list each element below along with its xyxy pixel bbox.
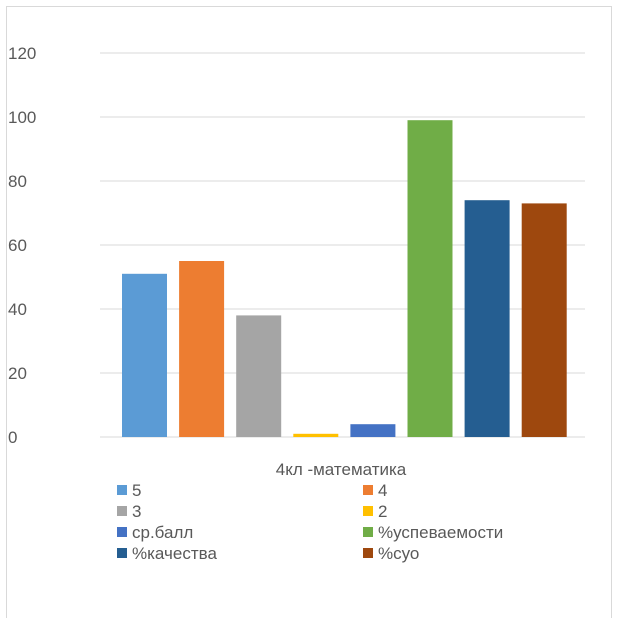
bar-5 bbox=[350, 424, 396, 437]
legend-item: %успеваемости bbox=[363, 523, 503, 542]
legend-item: 2 bbox=[363, 502, 387, 521]
legend: 5 4 3 2 ср.балл %успеваемости %качества %суо bbox=[117, 481, 503, 563]
legend-swatch bbox=[363, 548, 373, 558]
legend-item: 5 bbox=[117, 481, 141, 500]
legend-item: %суо bbox=[363, 544, 419, 563]
y-tick-label: 100 bbox=[8, 108, 36, 127]
gridlines bbox=[100, 52, 585, 438]
y-tick-label: 120 bbox=[8, 44, 36, 63]
bar-7 bbox=[464, 200, 510, 437]
chart-area bbox=[6, 6, 612, 618]
y-axis-ticks: 0 20 40 60 80 100 120 bbox=[8, 44, 36, 447]
legend-swatch bbox=[117, 548, 127, 558]
legend-item: %качества bbox=[117, 544, 217, 563]
legend-label: 2 bbox=[378, 502, 387, 521]
legend-swatch bbox=[117, 527, 127, 537]
bars bbox=[122, 120, 567, 437]
legend-swatch bbox=[363, 485, 373, 495]
legend-swatch bbox=[117, 485, 127, 495]
legend-label: 4 bbox=[378, 481, 387, 500]
legend-label: 3 bbox=[132, 502, 141, 521]
bar-3 bbox=[236, 315, 282, 437]
legend-item: ср.балл bbox=[117, 523, 193, 542]
bar-4 bbox=[293, 433, 339, 437]
y-tick-label: 0 bbox=[8, 428, 17, 447]
legend-label: %суо bbox=[378, 544, 419, 563]
legend-item: 3 bbox=[117, 502, 141, 521]
legend-label: %успеваемости bbox=[378, 523, 503, 542]
legend-swatch bbox=[363, 506, 373, 516]
bar-2 bbox=[179, 261, 225, 437]
legend-swatch bbox=[363, 527, 373, 537]
category-label: 4кл -математика bbox=[276, 460, 407, 479]
legend-label: ср.балл bbox=[132, 523, 193, 542]
bar-8 bbox=[521, 203, 567, 437]
y-tick-label: 40 bbox=[8, 300, 27, 319]
legend-label: %качества bbox=[132, 544, 217, 563]
bar-1 bbox=[122, 273, 167, 437]
legend-label: 5 bbox=[132, 481, 141, 500]
category-axis: 4кл -математика bbox=[276, 460, 407, 479]
y-tick-label: 80 bbox=[8, 172, 27, 191]
legend-swatch bbox=[117, 506, 127, 516]
legend-item: 4 bbox=[363, 481, 387, 500]
bar-6 bbox=[407, 120, 453, 437]
y-tick-label: 20 bbox=[8, 364, 27, 383]
y-tick-label: 60 bbox=[8, 236, 27, 255]
